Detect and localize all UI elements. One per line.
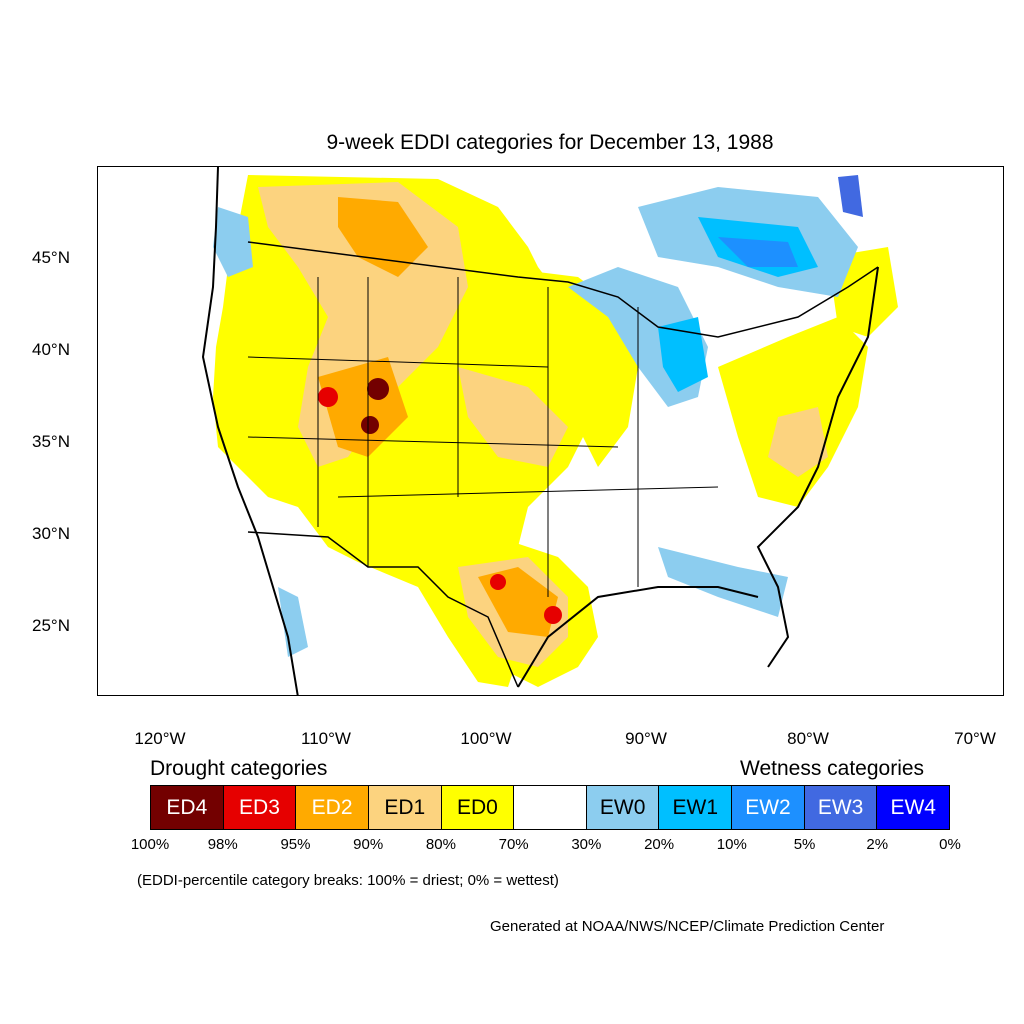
legend-swatch — [514, 786, 587, 829]
canada-border — [247, 241, 879, 338]
ed3-spot-houston — [544, 606, 562, 624]
legend-swatch: EW4 — [877, 786, 950, 829]
ew2-region-ontario — [718, 237, 798, 267]
legend-break-label: 30% — [571, 836, 602, 853]
legend-break-label: 5% — [793, 836, 816, 853]
lat-label: 35°N — [32, 432, 70, 451]
lon-label: 70°W — [954, 729, 996, 748]
legend-swatch: ED1 — [368, 786, 442, 829]
ew3-region-quebec — [838, 175, 863, 217]
lat-label: 40°N — [32, 340, 70, 359]
state-line — [247, 356, 549, 368]
ew1-region-michigan — [658, 317, 708, 392]
lon-label: 120°W — [134, 729, 186, 748]
state-line — [337, 486, 719, 498]
legend-swatch: ED0 — [441, 786, 515, 829]
wetness-heading: Wetness categories — [740, 757, 925, 780]
legend-swatch: EW0 — [586, 786, 660, 829]
lat-label: 25°N — [32, 616, 70, 635]
map-panel — [97, 166, 1004, 696]
lon-label: 110°W — [301, 729, 351, 748]
legend-break-label: 80% — [425, 836, 456, 853]
legend-swatch: ED3 — [223, 786, 297, 829]
ed4-spot-colorado-south — [361, 416, 379, 434]
mexico-border — [247, 531, 519, 688]
ed1-region-virginia — [768, 407, 828, 477]
legend-break-label: 90% — [353, 836, 384, 853]
legend-colorbar: ED4 ED3 ED2 ED1 ED0 EW0 EW1 EW2 EW3 EW4 — [150, 785, 950, 830]
legend-break-label: 95% — [280, 836, 311, 853]
legend-break-label: 100% — [130, 836, 170, 853]
lon-label: 80°W — [787, 729, 829, 748]
lat-label: 45°N — [32, 248, 70, 267]
drought-heading: Drought categories — [150, 757, 328, 780]
lon-label: 90°W — [625, 729, 667, 748]
legend-break-label: 20% — [644, 836, 675, 853]
atlantic-coastline — [756, 266, 879, 668]
gulf-coastline — [517, 586, 759, 688]
category-fill-layer — [213, 175, 898, 687]
lon-label: 100°W — [460, 729, 512, 748]
state-line — [247, 436, 619, 448]
legend-swatch: EW3 — [804, 786, 878, 829]
ed3-spot-texas — [490, 574, 506, 590]
eddi-map — [201, 167, 898, 695]
ed1-region-plains — [458, 367, 568, 467]
lat-label: 30°N — [32, 524, 70, 543]
ed4-spot-colorado-north — [367, 378, 389, 400]
legend-break-label: 2% — [866, 836, 889, 853]
credit-text: Generated at NOAA/NWS/NCEP/Climate Predi… — [490, 918, 885, 935]
map-title: 9-week EDDI categories for December 13, … — [326, 131, 774, 154]
legend-break-label: 98% — [207, 836, 238, 853]
category-note: (EDDI-percentile category breaks: 100% =… — [137, 872, 559, 889]
ew0-region-pacific-nw — [213, 207, 253, 277]
boundary-layer — [201, 167, 879, 695]
legend-swatch: ED2 — [296, 786, 369, 829]
ed0-region-midwest — [498, 267, 638, 467]
legend-swatch: EW1 — [659, 786, 733, 829]
ew0-region-florida — [658, 547, 788, 617]
ed0-region-east — [718, 317, 868, 507]
ew0-region-baja — [278, 587, 308, 657]
pacific-coastline — [201, 167, 299, 695]
legend-swatch: ED4 — [151, 786, 224, 829]
legend-break-label: 10% — [716, 836, 747, 853]
ed3-spot-utah — [318, 387, 338, 407]
legend-swatch: EW2 — [732, 786, 805, 829]
legend-break-label: 70% — [498, 836, 529, 853]
legend-break-label: 0% — [939, 836, 961, 853]
